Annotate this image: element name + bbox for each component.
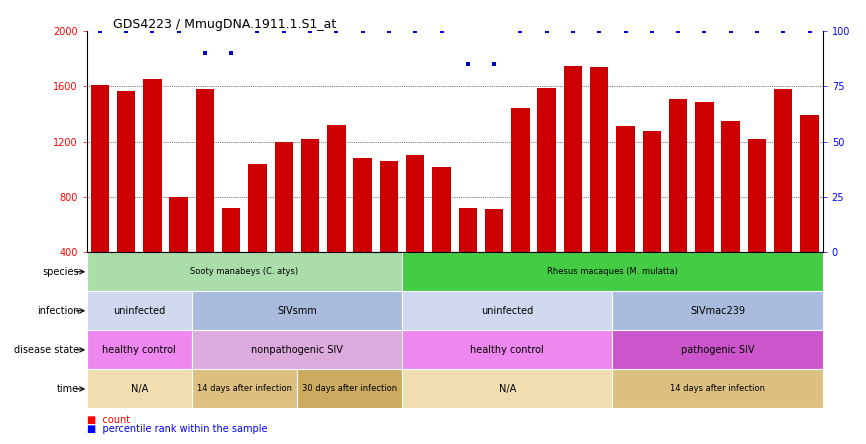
Bar [249,164,267,307]
Point [408,28,422,35]
Point [329,28,343,35]
Point [382,28,396,35]
Bar [170,197,188,307]
Bar [459,208,477,307]
Bar [191,369,297,408]
Text: species: species [42,267,80,277]
Bar [721,121,740,307]
Text: Rhesus macaques (M. mulatta): Rhesus macaques (M. mulatta) [547,267,678,276]
Bar [222,208,241,307]
Text: uninfected: uninfected [481,306,533,316]
Text: healthy control: healthy control [102,345,176,355]
Text: disease state: disease state [14,345,80,355]
Bar [402,369,612,408]
Point [776,28,790,35]
Bar [297,369,402,408]
Bar [695,102,714,307]
Bar [191,330,402,369]
Bar [643,131,661,307]
Bar [143,79,162,307]
Text: uninfected: uninfected [113,306,165,316]
Bar [402,291,612,330]
Point [750,28,764,35]
Text: N/A: N/A [499,384,516,394]
Bar [402,330,612,369]
Bar [432,166,450,307]
Text: 30 days after infection: 30 days after infection [302,385,397,393]
Point [645,28,659,35]
Bar [87,330,191,369]
Text: pathogenic SIV: pathogenic SIV [681,345,754,355]
Point [514,28,527,35]
Point [250,28,264,35]
Point [435,28,449,35]
Bar [511,108,530,307]
Text: nonpathogenic SIV: nonpathogenic SIV [251,345,343,355]
Point [618,28,632,35]
Bar [275,142,293,307]
Bar [379,161,398,307]
Text: ■  percentile rank within the sample: ■ percentile rank within the sample [87,424,267,434]
Text: SIVsmm: SIVsmm [277,306,317,316]
Text: 14 days after infection: 14 days after infection [670,385,765,393]
Point [566,28,580,35]
Bar [117,91,135,307]
Bar [538,88,556,307]
Point [488,61,501,68]
Bar [87,252,402,291]
Text: N/A: N/A [131,384,148,394]
Point [803,28,817,35]
Bar [402,252,823,291]
Bar [617,127,635,307]
Text: SIVmac239: SIVmac239 [690,306,745,316]
Bar [774,89,792,307]
Bar [669,99,688,307]
Point [171,28,185,35]
Bar [612,330,823,369]
Text: Sooty manabeys (C. atys): Sooty manabeys (C. atys) [191,267,299,276]
Point [277,28,291,35]
Point [356,28,370,35]
Point [671,28,685,35]
Bar [485,210,503,307]
Point [461,61,475,68]
Bar [87,291,191,330]
Text: GDS4223 / MmugDNA.1911.1.S1_at: GDS4223 / MmugDNA.1911.1.S1_at [113,18,336,31]
Text: infection: infection [36,306,80,316]
Bar [590,67,609,307]
Bar [406,155,424,307]
Bar [747,139,766,307]
Point [592,28,606,35]
Point [224,50,238,57]
Bar [800,115,818,307]
Bar [87,369,191,408]
Bar [564,66,582,307]
Point [198,50,212,57]
Bar [612,369,823,408]
Point [120,28,133,35]
Bar [327,125,346,307]
Point [724,28,738,35]
Bar [353,158,372,307]
Bar [196,89,214,307]
Bar [91,85,109,307]
Text: 14 days after infection: 14 days after infection [197,385,292,393]
Text: healthy control: healthy control [470,345,544,355]
Bar [301,139,320,307]
Point [145,28,159,35]
Point [697,28,711,35]
Text: time: time [57,384,80,394]
Bar [191,291,402,330]
Bar [612,291,823,330]
Point [303,28,317,35]
Point [540,28,553,35]
Text: ■  count: ■ count [87,415,130,425]
Point [93,28,107,35]
